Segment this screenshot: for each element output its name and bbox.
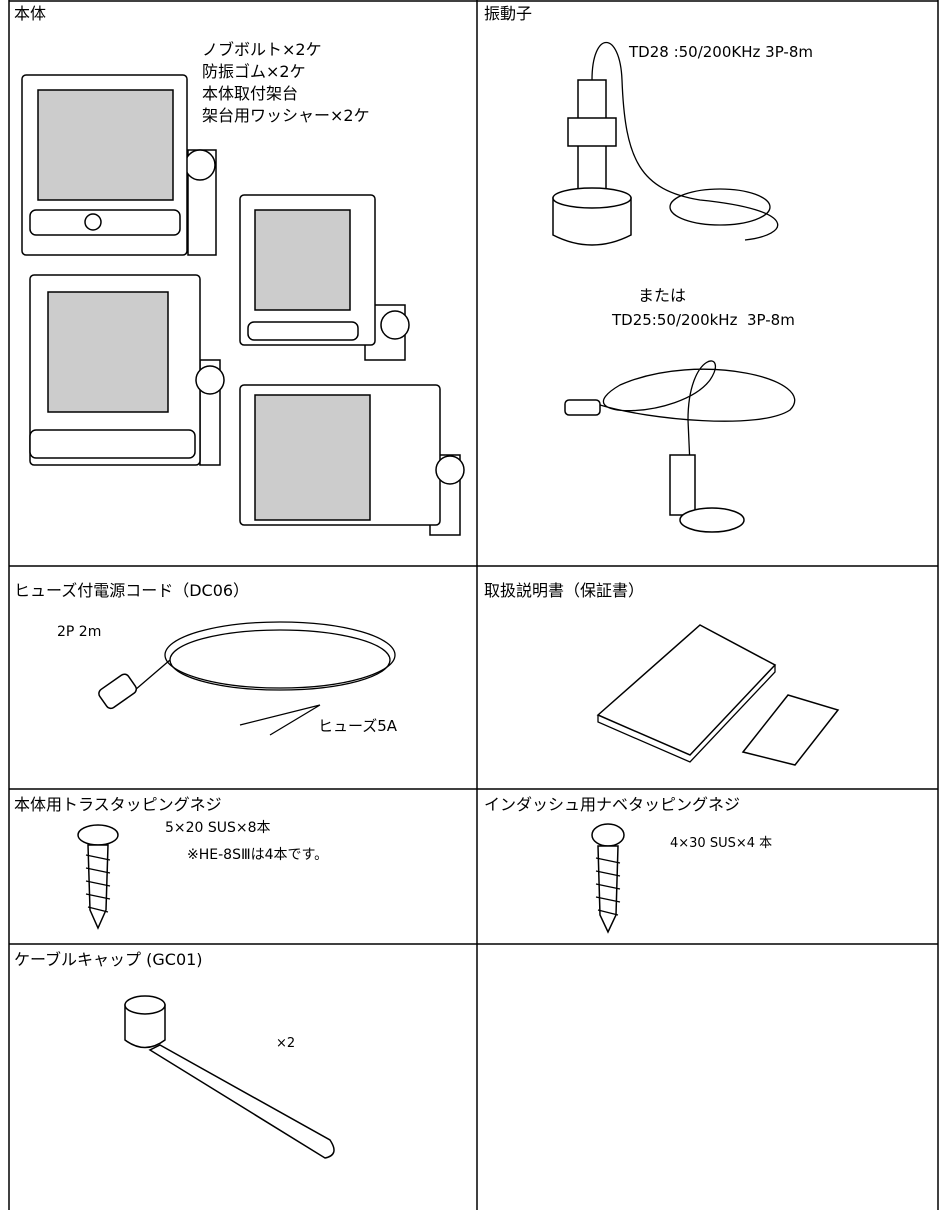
cell-note: 2P 2m — [57, 624, 102, 640]
cell-title: 振動子 — [484, 4, 533, 23]
cell-note: 架台用ワッシャー×2ケ — [202, 106, 370, 125]
transducer-drawings — [552, 41, 796, 533]
cell-note: 5×20 SUS×8本 — [165, 820, 271, 836]
cell-note: ※HE-8SⅢは4本です。 — [187, 847, 329, 863]
cell-note: ヒューズ5A — [318, 717, 398, 735]
cell-title: 取扱説明書（保証書） — [484, 581, 645, 600]
cell-note: 本体取付架台 — [202, 84, 299, 103]
cell-note: 4×30 SUS×4 本 — [670, 836, 773, 851]
manual-drawing — [596, 624, 840, 766]
cell-title: インダッシュ用ナベタッピングネジ — [484, 795, 741, 814]
cell-title: 本体 — [14, 4, 47, 23]
power-cord-drawing — [98, 621, 396, 736]
cell-note: 防振ゴム×2ケ — [202, 62, 306, 81]
cell-note: ×2 — [276, 1036, 296, 1051]
cell-note: ノブボルト×2ケ — [202, 40, 322, 59]
cell-title: ケーブルキャップ (GC01) — [14, 950, 203, 969]
cell-note: または — [638, 286, 687, 305]
cell-title: 本体用トラスタッピングネジ — [14, 795, 222, 814]
cell-note: TD28 :50/200KHz 3P-8m — [629, 43, 813, 61]
monitor-drawings — [21, 74, 465, 536]
cable-cap-drawing — [124, 995, 335, 1159]
screw-drawings — [77, 823, 625, 934]
cell-title: ヒューズ付電源コード（DC06） — [14, 581, 250, 600]
table-grid — [8, 0, 939, 1210]
cell-note: TD25:50/200kHz 3P-8m — [612, 311, 795, 329]
